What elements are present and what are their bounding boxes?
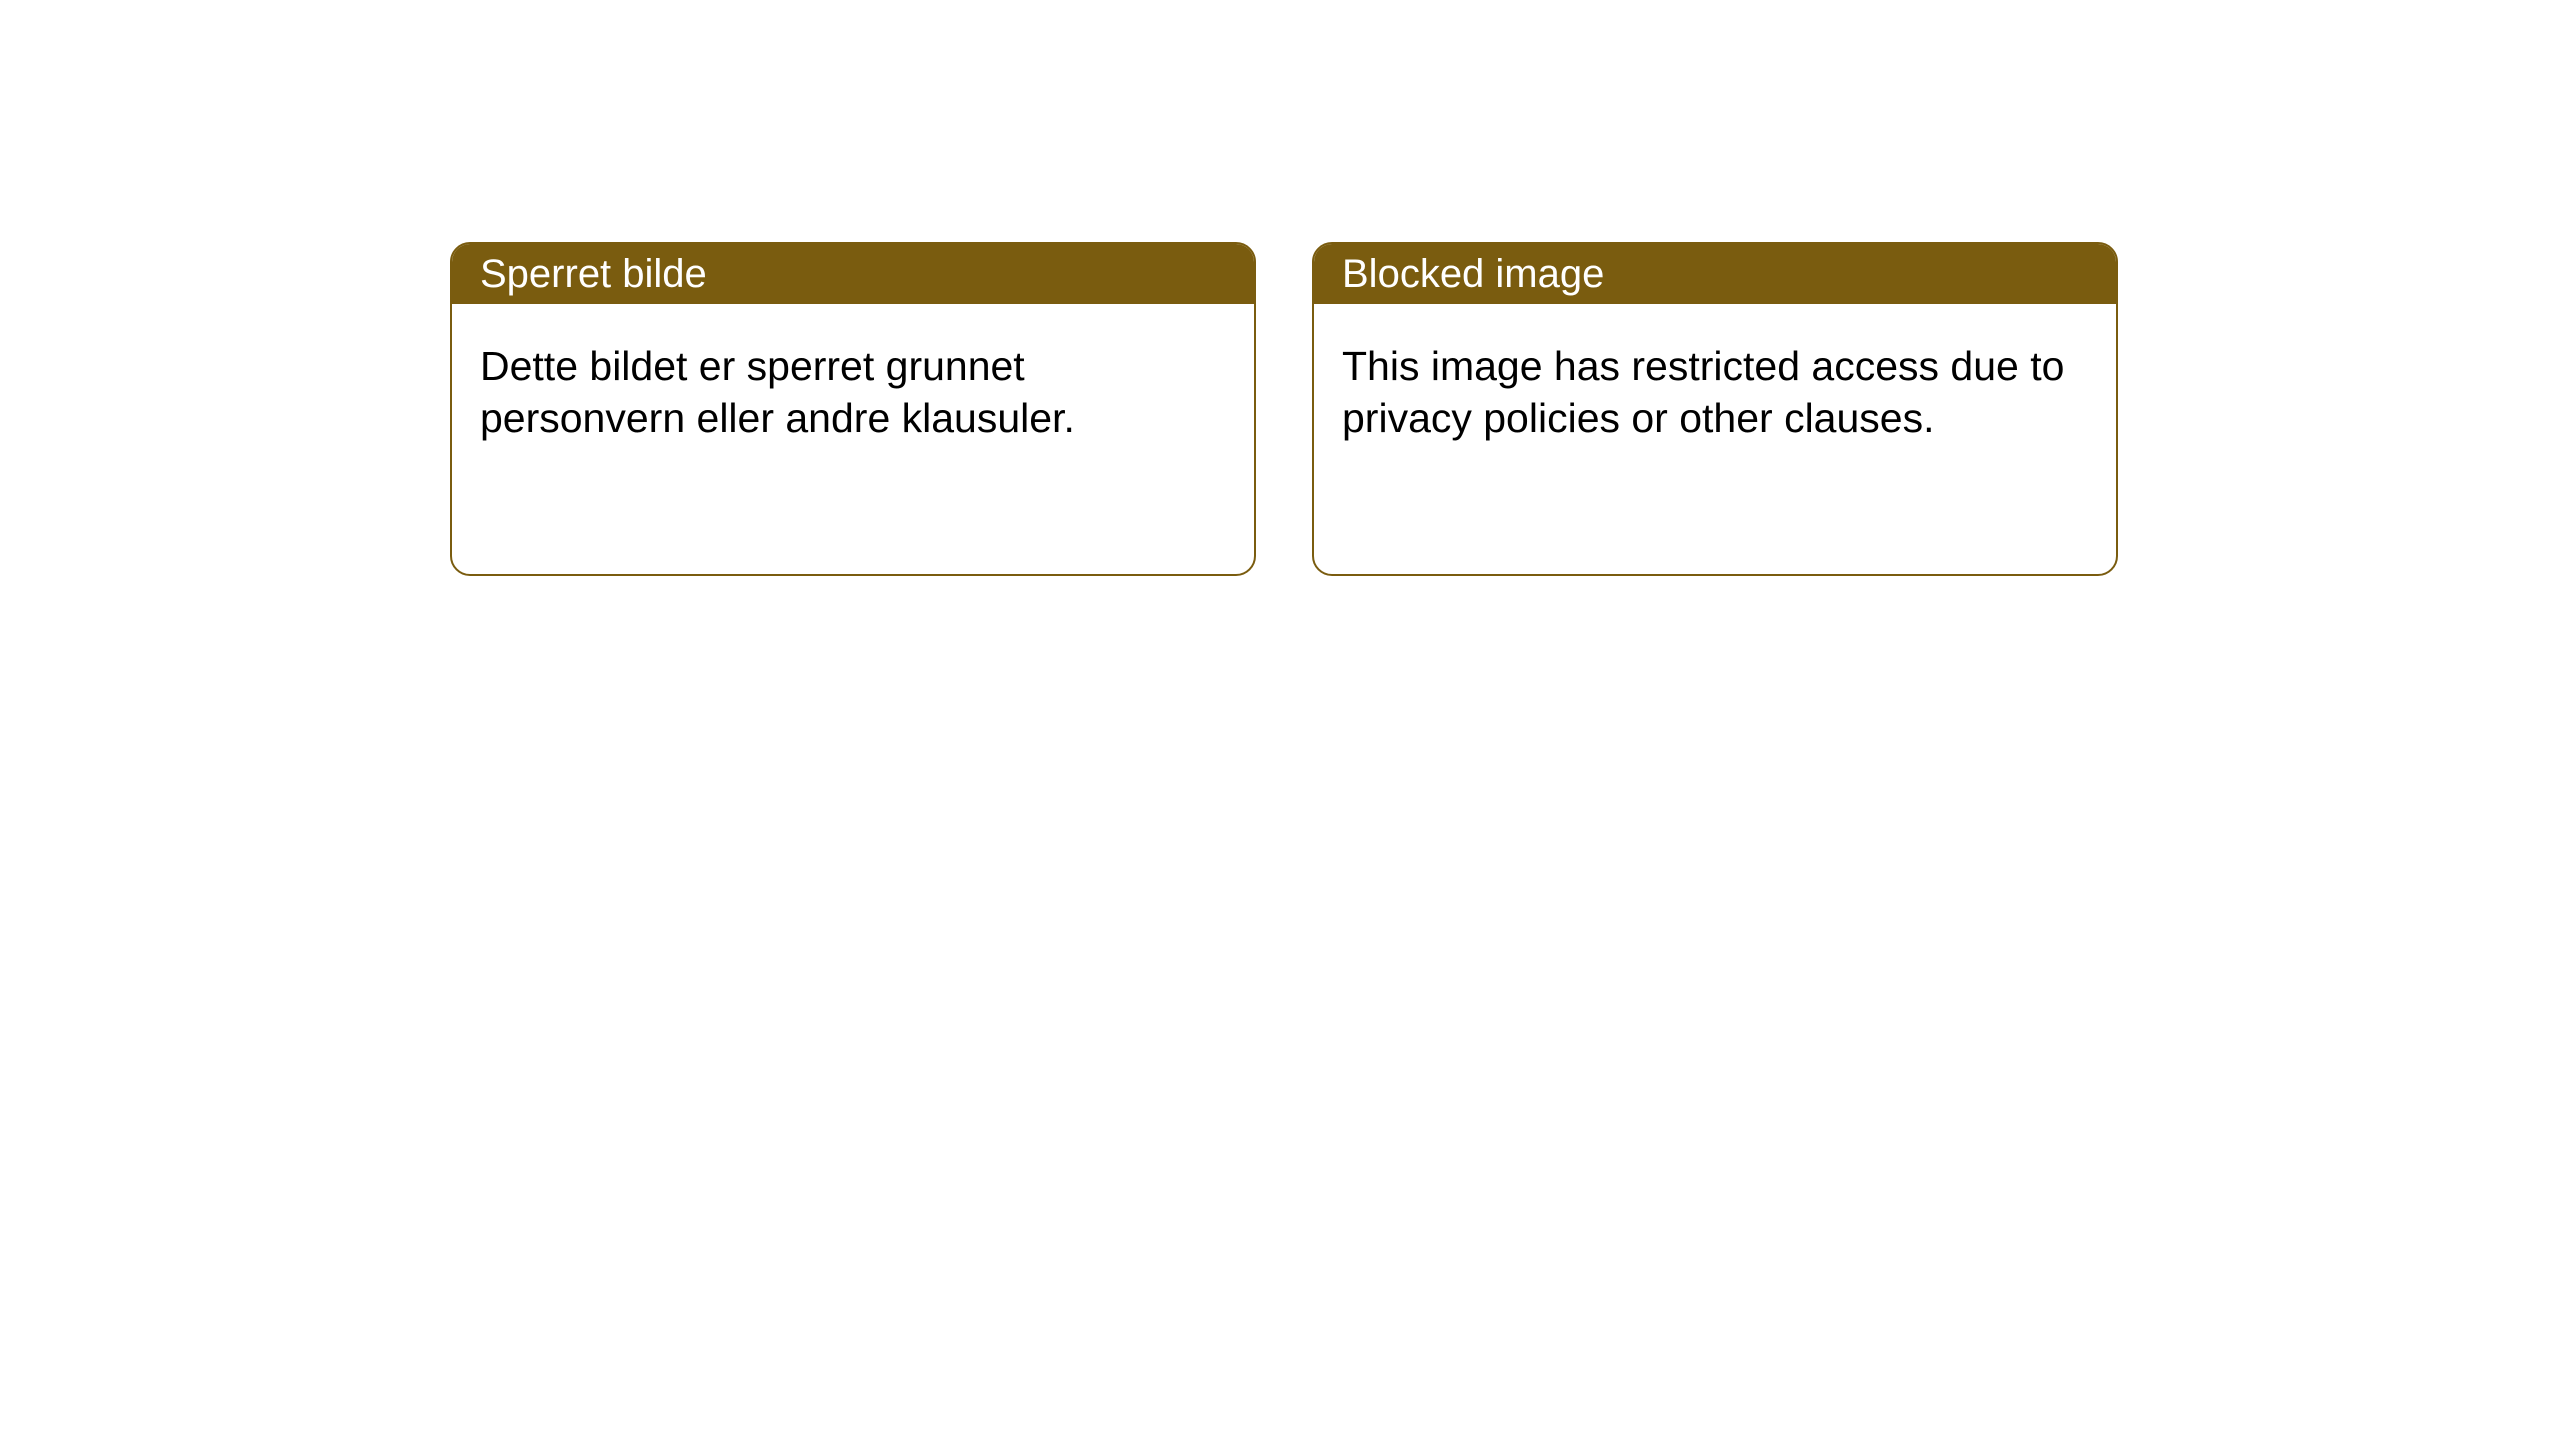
notice-message: Dette bildet er sperret grunnet personve… bbox=[480, 343, 1075, 441]
notice-body: Dette bildet er sperret grunnet personve… bbox=[452, 304, 1254, 481]
notice-container: Sperret bilde Dette bildet er sperret gr… bbox=[0, 0, 2560, 576]
notice-card-english: Blocked image This image has restricted … bbox=[1312, 242, 2118, 576]
notice-body: This image has restricted access due to … bbox=[1314, 304, 2116, 481]
notice-title: Sperret bilde bbox=[480, 252, 707, 297]
notice-title: Blocked image bbox=[1342, 252, 1604, 297]
notice-header: Blocked image bbox=[1314, 244, 2116, 304]
notice-message: This image has restricted access due to … bbox=[1342, 343, 2064, 441]
notice-header: Sperret bilde bbox=[452, 244, 1254, 304]
notice-card-norwegian: Sperret bilde Dette bildet er sperret gr… bbox=[450, 242, 1256, 576]
